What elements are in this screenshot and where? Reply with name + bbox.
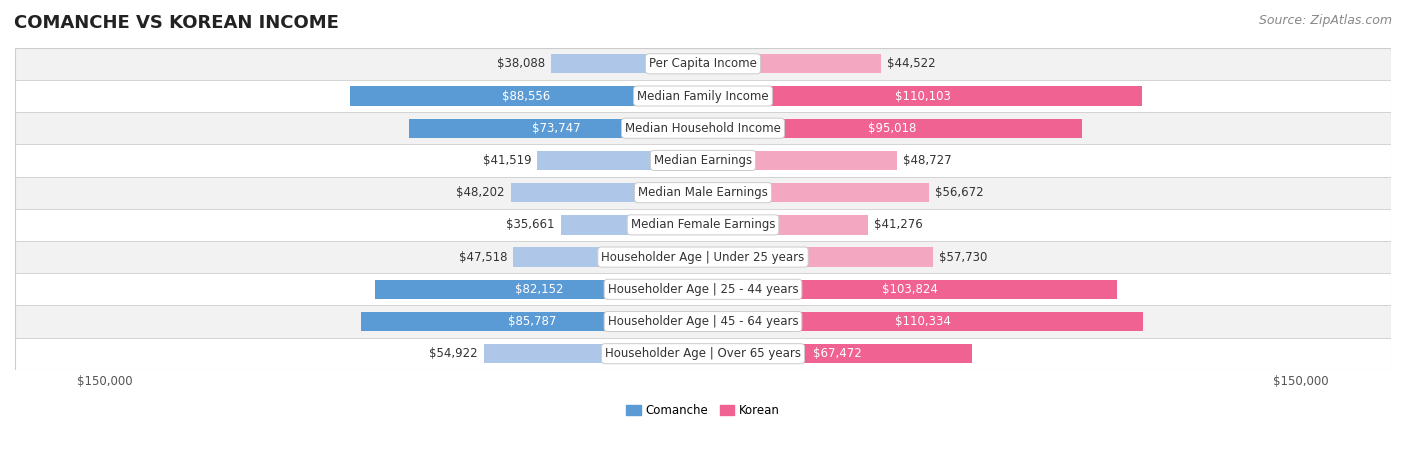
Text: $82,152: $82,152 xyxy=(515,283,564,296)
Bar xyxy=(15,80,1391,112)
Text: $73,747: $73,747 xyxy=(531,122,581,134)
Text: $67,472: $67,472 xyxy=(813,347,862,360)
Text: $48,727: $48,727 xyxy=(903,154,952,167)
Text: Householder Age | 45 - 64 years: Householder Age | 45 - 64 years xyxy=(607,315,799,328)
Bar xyxy=(703,119,1083,138)
Text: $41,519: $41,519 xyxy=(482,154,531,167)
Bar xyxy=(703,215,868,234)
Text: Householder Age | 25 - 44 years: Householder Age | 25 - 44 years xyxy=(607,283,799,296)
Text: Source: ZipAtlas.com: Source: ZipAtlas.com xyxy=(1258,14,1392,27)
Text: Median Household Income: Median Household Income xyxy=(626,122,780,134)
Bar xyxy=(15,273,1391,305)
Bar xyxy=(15,48,1391,80)
Bar xyxy=(561,215,703,234)
Bar xyxy=(15,177,1391,209)
Bar xyxy=(484,344,703,363)
Text: $57,730: $57,730 xyxy=(939,251,987,263)
Bar xyxy=(703,280,1118,299)
Bar xyxy=(703,151,897,170)
Text: COMANCHE VS KOREAN INCOME: COMANCHE VS KOREAN INCOME xyxy=(14,14,339,32)
Bar xyxy=(15,338,1391,370)
Text: Median Earnings: Median Earnings xyxy=(654,154,752,167)
Bar xyxy=(15,112,1391,144)
Text: $54,922: $54,922 xyxy=(429,347,478,360)
Bar xyxy=(510,183,703,202)
Bar xyxy=(703,312,1143,331)
Text: Median Female Earnings: Median Female Earnings xyxy=(631,219,775,231)
Text: Median Family Income: Median Family Income xyxy=(637,90,769,103)
Text: $35,661: $35,661 xyxy=(506,219,555,231)
Bar xyxy=(15,305,1391,338)
Bar xyxy=(703,248,934,267)
Text: $95,018: $95,018 xyxy=(869,122,917,134)
Text: $41,276: $41,276 xyxy=(873,219,922,231)
Text: $48,202: $48,202 xyxy=(457,186,505,199)
Text: $110,103: $110,103 xyxy=(894,90,950,103)
Bar xyxy=(703,54,880,73)
Text: $85,787: $85,787 xyxy=(508,315,557,328)
Bar xyxy=(15,241,1391,273)
Bar xyxy=(15,144,1391,177)
Text: Householder Age | Over 65 years: Householder Age | Over 65 years xyxy=(605,347,801,360)
Bar xyxy=(551,54,703,73)
Text: Householder Age | Under 25 years: Householder Age | Under 25 years xyxy=(602,251,804,263)
Bar xyxy=(409,119,703,138)
Text: $47,518: $47,518 xyxy=(458,251,508,263)
Bar xyxy=(703,183,929,202)
Bar xyxy=(15,209,1391,241)
Text: $44,522: $44,522 xyxy=(887,57,935,71)
Text: Per Capita Income: Per Capita Income xyxy=(650,57,756,71)
Bar xyxy=(350,86,703,106)
Bar xyxy=(703,86,1142,106)
Text: $56,672: $56,672 xyxy=(935,186,984,199)
Legend: Comanche, Korean: Comanche, Korean xyxy=(621,399,785,422)
Text: $103,824: $103,824 xyxy=(882,283,938,296)
Text: $38,088: $38,088 xyxy=(496,57,546,71)
Text: $110,334: $110,334 xyxy=(896,315,950,328)
Bar xyxy=(537,151,703,170)
Bar xyxy=(703,344,972,363)
Bar xyxy=(361,312,703,331)
Text: $88,556: $88,556 xyxy=(502,90,551,103)
Bar xyxy=(513,248,703,267)
Bar xyxy=(375,280,703,299)
Text: Median Male Earnings: Median Male Earnings xyxy=(638,186,768,199)
